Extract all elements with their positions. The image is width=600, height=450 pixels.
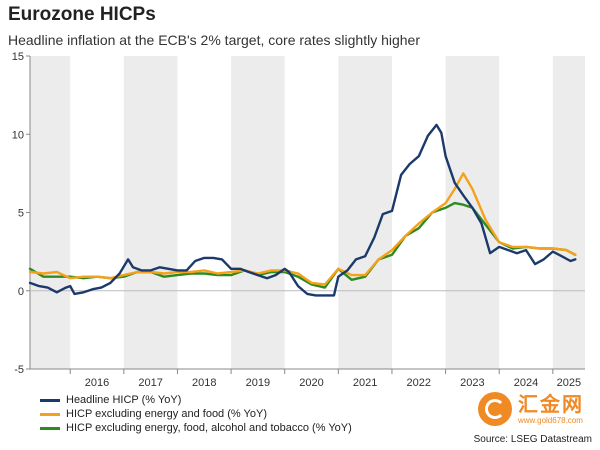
legend-swatch-core-efat: [40, 426, 60, 430]
legend-swatch-core-ef: [40, 412, 60, 416]
axes: [26, 55, 585, 374]
y-tick-label--5: -5: [14, 364, 24, 376]
year-band-2017: [123, 56, 178, 369]
year-band-2021: [338, 56, 392, 369]
legend-item-core-efat: HICP excluding energy, food, alcohol and…: [40, 421, 352, 435]
y-tick-label-5: 5: [18, 208, 24, 220]
legend-item-headline: Headline HICP (% YoY): [40, 393, 352, 407]
y-tick-label-10: 10: [12, 129, 24, 141]
watermark-url: www.gold678.com: [518, 415, 583, 425]
x-tick-label-2016: 2016: [85, 377, 109, 389]
year-band-2015: [30, 56, 71, 369]
series-line-headline: [28, 123, 577, 297]
x-tick-label-2019: 2019: [246, 377, 270, 389]
x-tick-label-2021: 2021: [353, 377, 377, 389]
series-line-core-efat: [28, 201, 577, 289]
legend-item-core-ef: HICP excluding energy and food (% YoY): [40, 407, 352, 421]
legend-label-core-efat: HICP excluding energy, food, alcohol and…: [66, 422, 352, 434]
year-band-2025: [552, 56, 585, 369]
year-bands: [30, 56, 585, 369]
series-lines: [28, 123, 577, 297]
tick-labels: -5 0 5 10 15 2016 2017 2018 2019 2020 2021 2022 2023…: [12, 51, 581, 389]
x-tick-label-2024: 2024: [514, 377, 538, 389]
x-tick-label-2025: 2025: [557, 377, 581, 389]
year-band-2019: [231, 56, 285, 369]
x-tick-label-2020: 2020: [299, 377, 323, 389]
source-note: Source: LSEG Datastream: [473, 434, 592, 445]
x-tick-label-2023: 2023: [460, 377, 484, 389]
legend: Headline HICP (% YoY) HICP excluding ene…: [40, 393, 352, 435]
y-tick-label-0: 0: [18, 286, 24, 298]
watermark-icon: [478, 392, 512, 426]
y-tick-label-15: 15: [12, 51, 24, 63]
watermark-logo: 汇金网 www.gold678.com: [478, 392, 584, 426]
legend-label-core-ef: HICP excluding energy and food (% YoY): [66, 408, 267, 420]
legend-label-headline: Headline HICP (% YoY): [66, 394, 182, 406]
x-tick-label-2018: 2018: [192, 377, 216, 389]
watermark-text: 汇金网: [518, 393, 584, 416]
x-tick-label-2017: 2017: [138, 377, 162, 389]
legend-swatch-headline: [40, 398, 60, 402]
year-band-2023: [445, 56, 500, 369]
x-tick-label-2022: 2022: [407, 377, 431, 389]
chart-subtitle: Headline inflation at the ECB's 2% targe…: [8, 32, 421, 48]
chart-title: Eurozone HICPs: [8, 4, 156, 25]
series-line-core-ef: [28, 172, 577, 286]
